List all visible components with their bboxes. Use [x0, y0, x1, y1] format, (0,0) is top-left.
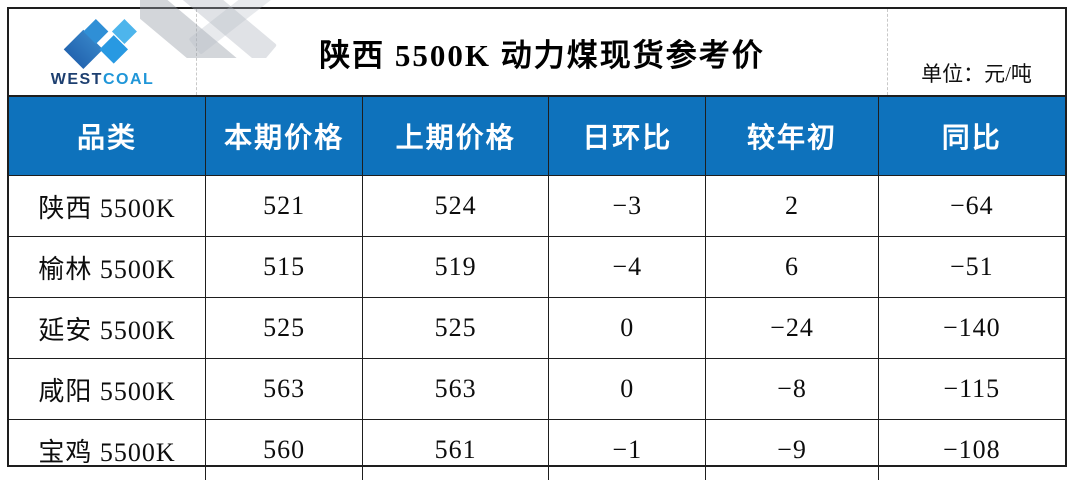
- page-title: 陕西 5500K 动力煤现货参考价: [197, 9, 887, 95]
- cell-current-price: 560: [205, 420, 362, 480]
- table-row: 咸阳 5500K 563 563 0 −8 −115: [9, 359, 1065, 420]
- table-row: 榆林 5500K 515 519 −4 6 −51: [9, 237, 1065, 298]
- brand-wordmark: WESTCOAL: [51, 71, 155, 89]
- cell-ytd-change: 6: [706, 237, 878, 298]
- cell-yoy-change: −51: [878, 237, 1065, 298]
- cell-yoy-change: −140: [878, 298, 1065, 359]
- cell-current-price: 563: [205, 359, 362, 420]
- cell-day-change: 0: [549, 298, 706, 359]
- cell-ytd-change: −9: [706, 420, 878, 480]
- cell-category: 咸阳 5500K: [9, 359, 205, 420]
- cell-day-change: −4: [549, 237, 706, 298]
- cell-day-change: −1: [549, 420, 706, 480]
- cell-current-price: 521: [205, 176, 362, 237]
- price-table: 品类 本期价格 上期价格 日环比 较年初 同比 陕西 5500K 521 524…: [9, 97, 1065, 480]
- cell-day-change: 0: [549, 359, 706, 420]
- unit-label: 单位：元/吨: [887, 9, 1065, 95]
- table-header-band: WESTCOAL 陕西 5500K 动力煤现货参考价 单位：元/吨: [9, 9, 1065, 97]
- cell-category: 陕西 5500K: [9, 176, 205, 237]
- col-header-previous-price: 上期价格: [363, 97, 549, 176]
- table-row: 陕西 5500K 521 524 −3 2 −64: [9, 176, 1065, 237]
- cell-previous-price: 563: [363, 359, 549, 420]
- brand-west-label: WEST: [51, 71, 103, 88]
- table-row: 延安 5500K 525 525 0 −24 −140: [9, 298, 1065, 359]
- cell-previous-price: 524: [363, 176, 549, 237]
- col-header-day-change: 日环比: [549, 97, 706, 176]
- cell-previous-price: 561: [363, 420, 549, 480]
- col-header-yoy-change: 同比: [878, 97, 1065, 176]
- cell-yoy-change: −115: [878, 359, 1065, 420]
- cell-yoy-change: −108: [878, 420, 1065, 480]
- cell-category: 榆林 5500K: [9, 237, 205, 298]
- col-header-category: 品类: [9, 97, 205, 176]
- cell-day-change: −3: [549, 176, 706, 237]
- table-header-row: 品类 本期价格 上期价格 日环比 较年初 同比: [9, 97, 1065, 176]
- cell-yoy-change: −64: [878, 176, 1065, 237]
- col-header-ytd-change: 较年初: [706, 97, 878, 176]
- cell-previous-price: 525: [363, 298, 549, 359]
- westcoal-logo-icon: [55, 19, 151, 69]
- cell-ytd-change: −24: [706, 298, 878, 359]
- brand-logo: WESTCOAL: [9, 9, 197, 95]
- col-header-current-price: 本期价格: [205, 97, 362, 176]
- cell-category: 延安 5500K: [9, 298, 205, 359]
- cell-current-price: 525: [205, 298, 362, 359]
- brand-coal-label: COAL: [103, 71, 154, 88]
- cell-ytd-change: 2: [706, 176, 878, 237]
- cell-category: 宝鸡 5500K: [9, 420, 205, 480]
- cell-ytd-change: −8: [706, 359, 878, 420]
- cell-previous-price: 519: [363, 237, 549, 298]
- table-row: 宝鸡 5500K 560 561 −1 −9 −108: [9, 420, 1065, 480]
- cell-current-price: 515: [205, 237, 362, 298]
- price-table-frame: WESTCOAL 陕西 5500K 动力煤现货参考价 单位：元/吨 品类 本期价…: [7, 7, 1067, 467]
